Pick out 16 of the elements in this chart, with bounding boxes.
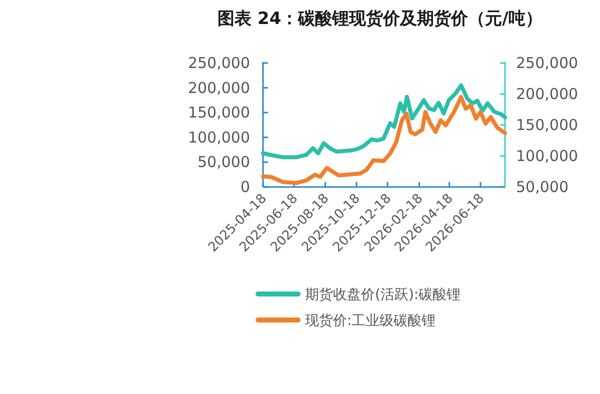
line-series	[261, 94, 507, 185]
y-tick-label: 0	[240, 178, 250, 196]
y2-tick-label: 50,000	[516, 178, 568, 196]
legend-label: 期货收盘价(活跃):碳酸锂	[305, 287, 461, 303]
y2-tick-label: 250,000	[516, 54, 578, 72]
y-tick-label: 150,000	[188, 104, 250, 122]
y2-tick-label: 200,000	[516, 85, 578, 103]
y-tick-label: 100,000	[188, 128, 250, 146]
line-series	[261, 83, 507, 160]
y-tick-label: 250,000	[188, 54, 250, 72]
y2-tick-label: 100,000	[516, 147, 578, 165]
y-tick-label: 50,000	[198, 153, 250, 172]
chart-title: 图表 24：碳酸锂现货价及期货价（元/吨）	[218, 9, 542, 29]
legend-label: 现货价:工业级碳酸锂	[305, 313, 436, 329]
y-tick-label: 200,000	[188, 78, 250, 97]
y2-tick-label: 150,000	[516, 116, 578, 134]
